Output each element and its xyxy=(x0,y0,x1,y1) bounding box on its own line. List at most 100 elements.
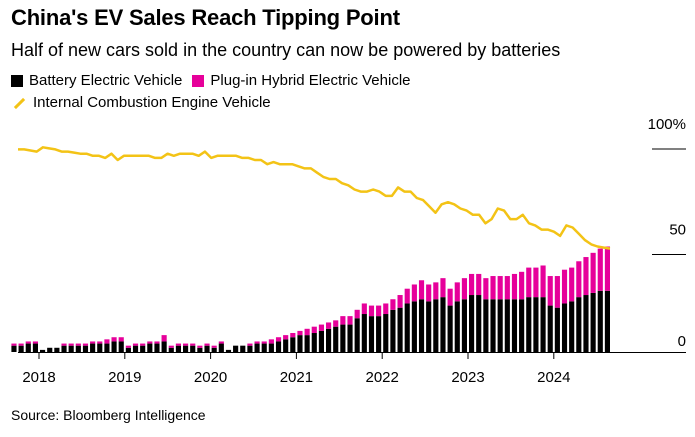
bar-bev-76 xyxy=(554,307,560,352)
bar-bev-20 xyxy=(154,343,160,352)
bar-phev-3 xyxy=(32,341,38,344)
bar-phev-79 xyxy=(576,261,582,298)
bar-bev-62 xyxy=(454,301,460,352)
bar-phev-35 xyxy=(261,341,267,344)
bar-bev-39 xyxy=(290,337,296,352)
bar-phev-63 xyxy=(461,278,467,300)
x-tick-label-2018: 2018 xyxy=(22,369,55,386)
bar-phev-0 xyxy=(11,343,17,346)
bar-phev-24 xyxy=(183,343,189,346)
bar-phev-25 xyxy=(190,343,196,346)
bar-phev-41 xyxy=(304,328,310,336)
legend-label-ice: Internal Combustion Engine Vehicle xyxy=(33,94,271,111)
x-tick-label-2023: 2023 xyxy=(451,369,484,386)
bar-phev-11 xyxy=(90,341,96,344)
bar-bev-54 xyxy=(397,307,403,352)
bar-phev-80 xyxy=(583,257,589,296)
bar-phev-19 xyxy=(147,341,153,344)
bar-phev-39 xyxy=(290,333,296,338)
bar-phev-10 xyxy=(82,343,89,346)
bar-bev-12 xyxy=(97,343,103,352)
bar-bev-17 xyxy=(132,345,139,352)
bar-bev-0 xyxy=(11,345,17,352)
bar-phev-2 xyxy=(25,341,31,344)
bar-bev-26 xyxy=(197,347,203,352)
bar-bev-29 xyxy=(218,343,224,352)
bar-bev-19 xyxy=(147,343,153,352)
bar-phev-40 xyxy=(297,330,303,336)
bar-phev-61 xyxy=(447,288,453,306)
bar-bev-10 xyxy=(82,345,89,352)
bar-phev-69 xyxy=(504,276,510,300)
bar-bev-77 xyxy=(561,303,568,352)
bar-phev-34 xyxy=(254,341,260,344)
bar-bev-46 xyxy=(340,324,346,352)
bar-phev-76 xyxy=(554,276,560,308)
bar-bev-78 xyxy=(569,301,575,352)
bar-phev-43 xyxy=(318,324,324,331)
ice-line xyxy=(18,146,611,250)
bar-phev-26 xyxy=(197,345,203,348)
bar-phev-78 xyxy=(569,267,575,302)
bar-bev-79 xyxy=(576,297,582,352)
bar-phev-9 xyxy=(75,343,81,346)
bar-phev-16 xyxy=(125,345,131,348)
bar-phev-49 xyxy=(361,303,367,315)
bar-bev-34 xyxy=(254,343,260,352)
bar-bev-33 xyxy=(247,345,253,352)
bar-bev-15 xyxy=(118,341,124,352)
bar-bev-23 xyxy=(175,345,181,352)
bar-phev-73 xyxy=(533,267,539,298)
bar-bev-52 xyxy=(383,314,389,352)
bar-bev-9 xyxy=(75,345,81,352)
bar-phev-64 xyxy=(469,273,475,296)
x-tick-label-2024: 2024 xyxy=(537,369,570,386)
bar-phev-23 xyxy=(175,343,181,346)
y-tick-label-50: 50 xyxy=(669,222,686,239)
bar-phev-1 xyxy=(18,343,24,346)
bar-phev-55 xyxy=(404,288,410,304)
bar-phev-17 xyxy=(132,343,139,346)
bar-phev-83 xyxy=(604,246,610,291)
bar-bev-37 xyxy=(275,341,282,352)
x-tick-label-2019: 2019 xyxy=(108,369,141,386)
bar-bev-48 xyxy=(354,318,360,352)
bar-phev-33 xyxy=(247,343,253,346)
bar-bev-32 xyxy=(240,345,246,352)
x-tick-label-2022: 2022 xyxy=(366,369,399,386)
bar-bev-40 xyxy=(297,335,303,352)
bar-bev-11 xyxy=(90,343,96,352)
bar-bev-55 xyxy=(404,303,410,352)
bar-bev-1 xyxy=(18,345,24,352)
bar-bev-30 xyxy=(225,349,232,352)
bar-phev-29 xyxy=(218,341,224,344)
bar-phev-22 xyxy=(168,345,174,348)
bar-phev-54 xyxy=(397,295,403,308)
bar-phev-38 xyxy=(283,335,289,340)
bar-phev-77 xyxy=(561,269,568,304)
bar-phev-18 xyxy=(140,343,146,346)
bar-phev-50 xyxy=(368,305,375,317)
bar-bev-36 xyxy=(268,343,274,352)
bar-bev-53 xyxy=(390,309,396,352)
x-tick-label-2020: 2020 xyxy=(194,369,227,386)
bar-bev-67 xyxy=(490,299,496,352)
legend-label-phev: Plug-in Hybrid Electric Vehicle xyxy=(210,72,411,89)
bar-phev-28 xyxy=(211,345,217,348)
bar-bev-74 xyxy=(540,297,546,352)
bar-bev-58 xyxy=(426,301,432,352)
chart-subtitle: Half of new cars sold in the country can… xyxy=(11,40,561,60)
bar-bev-69 xyxy=(504,299,510,352)
bar-phev-70 xyxy=(511,273,518,300)
bar-bev-28 xyxy=(211,347,217,352)
y-tick-label-0: 0 xyxy=(678,333,686,350)
bar-bev-18 xyxy=(140,345,146,352)
bar-phev-20 xyxy=(154,341,160,344)
bar-bev-71 xyxy=(519,299,525,352)
bar-bev-2 xyxy=(25,343,31,352)
bar-bev-38 xyxy=(283,339,289,352)
legend-item-ice: Internal Combustion Engine Vehicle xyxy=(11,92,271,114)
bar-bev-82 xyxy=(597,290,603,352)
source-note: Source: Bloomberg Intelligence xyxy=(11,407,206,423)
bar-phev-7 xyxy=(61,343,67,346)
